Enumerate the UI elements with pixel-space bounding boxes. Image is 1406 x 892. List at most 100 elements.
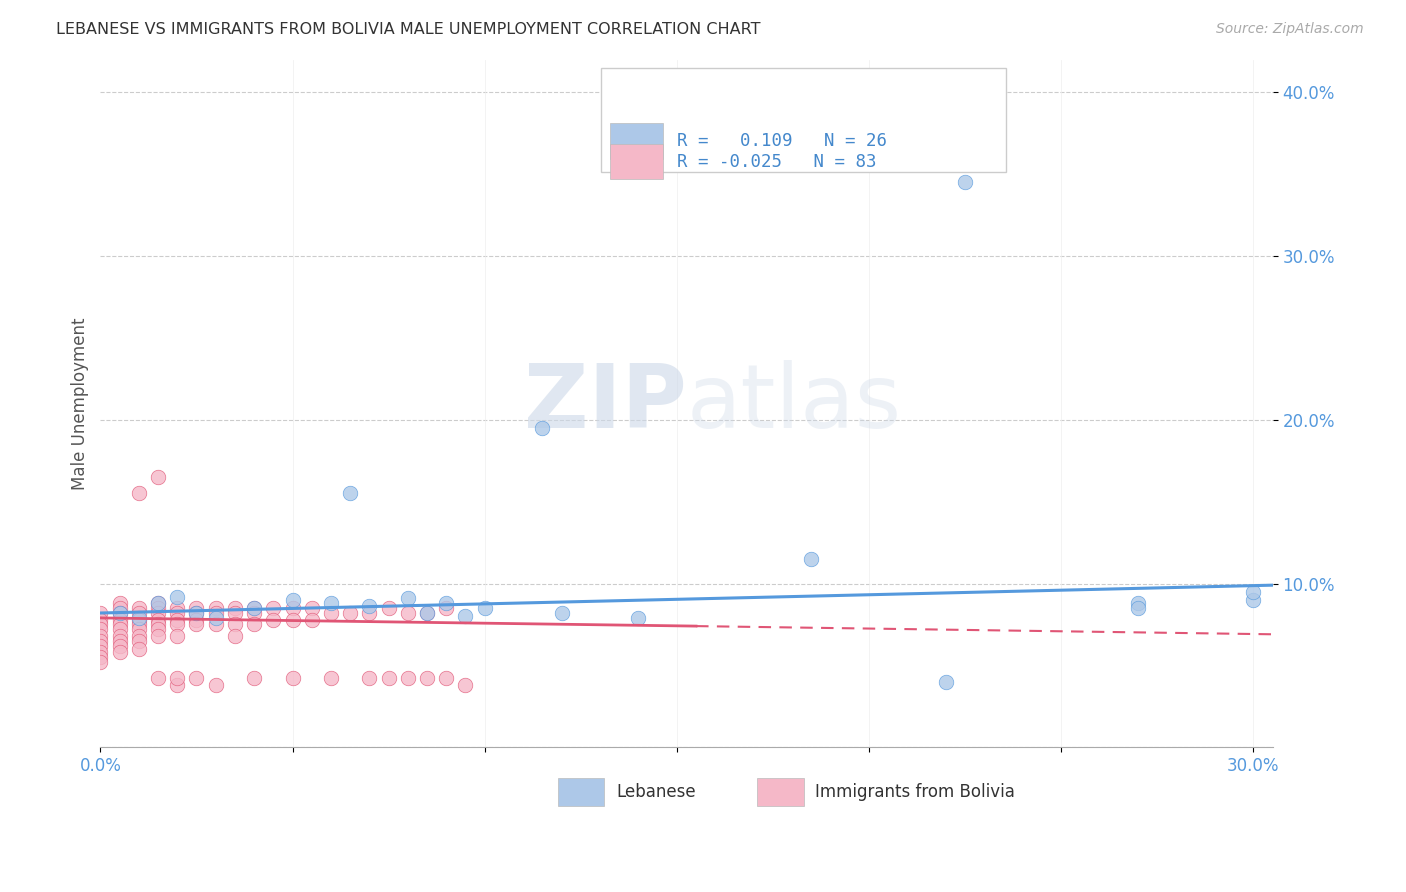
Point (550, 606, 572, 620)
Point (1241, 584, 1264, 599)
Point (1241, 593, 1264, 607)
Point (281, 613, 304, 627)
Point (146, 617, 169, 632)
Point (454, 678, 477, 692)
Bar (756, 778, 804, 805)
Point (146, 606, 169, 620)
Point (128, 611, 150, 625)
Point (89, 633, 111, 648)
Point (128, 613, 150, 627)
Point (262, 613, 284, 627)
Point (128, 629, 150, 643)
Point (935, 674, 957, 689)
Point (146, 596, 169, 610)
Text: atlas: atlas (686, 360, 901, 447)
Point (186, 672, 208, 686)
Point (204, 601, 226, 615)
Point (108, 613, 131, 627)
Point (146, 596, 169, 610)
Point (89, 650, 111, 665)
Point (1126, 601, 1149, 615)
Point (204, 678, 226, 692)
Point (377, 601, 399, 615)
Point (108, 601, 131, 615)
Point (166, 613, 188, 627)
Point (301, 613, 323, 627)
Bar (610, 123, 664, 159)
Point (186, 613, 208, 627)
Point (108, 606, 131, 620)
Point (281, 672, 304, 686)
Point (146, 470, 169, 484)
Point (166, 590, 188, 604)
Bar (610, 144, 664, 179)
Point (800, 552, 823, 566)
Point (339, 606, 361, 620)
Y-axis label: Male Unemployment: Male Unemployment (72, 318, 89, 490)
Point (128, 623, 150, 637)
Point (89, 645, 111, 659)
Point (89, 613, 111, 627)
Point (108, 623, 131, 637)
Point (108, 645, 131, 659)
Point (359, 606, 381, 620)
Text: LEBANESE VS IMMIGRANTS FROM BOLIVIA MALE UNEMPLOYMENT CORRELATION CHART: LEBANESE VS IMMIGRANTS FROM BOLIVIA MALE… (56, 22, 761, 37)
Point (224, 629, 246, 643)
Point (146, 629, 169, 643)
Point (186, 606, 208, 620)
Point (204, 606, 226, 620)
Point (128, 601, 150, 615)
Text: R =   0.109   N = 26: R = 0.109 N = 26 (678, 132, 887, 150)
Point (89, 639, 111, 653)
Point (146, 672, 169, 686)
Point (166, 672, 188, 686)
Point (166, 678, 188, 692)
Text: Lebanese: Lebanese (616, 783, 696, 801)
Point (89, 623, 111, 637)
Point (474, 601, 496, 615)
Point (243, 672, 266, 686)
Point (262, 601, 284, 615)
Point (243, 601, 266, 615)
Text: Immigrants from Bolivia: Immigrants from Bolivia (815, 783, 1015, 801)
Point (434, 672, 457, 686)
Point (416, 606, 439, 620)
Point (186, 617, 208, 632)
Point (146, 623, 169, 637)
Point (204, 617, 226, 632)
Point (186, 601, 208, 615)
Point (166, 606, 188, 620)
Point (128, 606, 150, 620)
Point (281, 593, 304, 607)
Bar (558, 778, 605, 805)
Point (146, 613, 169, 627)
Point (128, 642, 150, 657)
Point (531, 421, 554, 435)
Point (89, 655, 111, 669)
Point (224, 606, 246, 620)
Point (128, 617, 150, 632)
Point (108, 639, 131, 653)
Point (166, 629, 188, 643)
Point (319, 596, 342, 610)
Point (128, 486, 150, 500)
Point (359, 672, 381, 686)
Point (108, 633, 131, 648)
Point (396, 591, 419, 606)
Point (1126, 596, 1149, 610)
Point (339, 486, 361, 500)
Point (166, 617, 188, 632)
Point (301, 601, 323, 615)
Point (146, 601, 169, 615)
Point (89, 606, 111, 620)
Point (89, 617, 111, 632)
Text: Source: ZipAtlas.com: Source: ZipAtlas.com (1216, 22, 1364, 37)
FancyBboxPatch shape (600, 68, 1007, 171)
Point (243, 601, 266, 615)
Point (319, 672, 342, 686)
Point (108, 606, 131, 620)
Point (396, 606, 419, 620)
Point (281, 601, 304, 615)
Point (108, 596, 131, 610)
Point (434, 601, 457, 615)
